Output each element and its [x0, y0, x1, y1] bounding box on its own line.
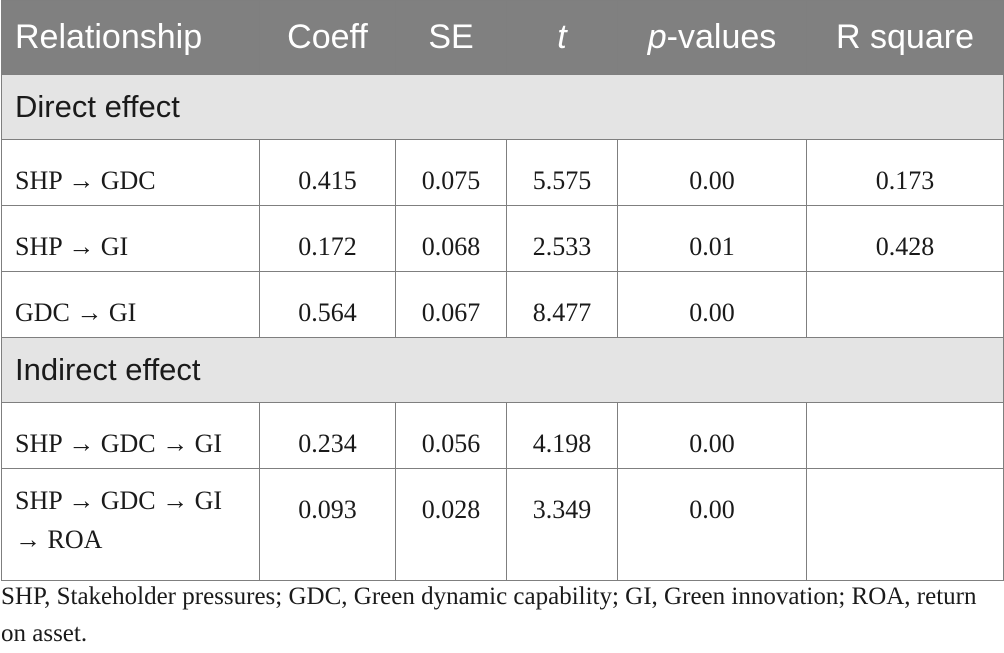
- header-row: Relationship Coeff SE t p-values R squar…: [1, 0, 1004, 75]
- header-p-values: p-values: [617, 0, 807, 75]
- cell-r-square: [806, 402, 1004, 469]
- header-t: t: [506, 0, 618, 75]
- cell-se: 0.067: [395, 271, 507, 338]
- cell-coeff: 0.415: [259, 139, 396, 206]
- cell-se: 0.068: [395, 205, 507, 272]
- cell-p: 0.00: [617, 271, 807, 338]
- header-t-label: t: [557, 18, 567, 56]
- cell-relationship: SHP → GI: [1, 205, 260, 272]
- section-row-indirect: Indirect effect: [1, 337, 1004, 403]
- header-coeff: Coeff: [259, 0, 396, 75]
- header-relationship: Relationship: [1, 0, 260, 75]
- section-title: Indirect effect: [1, 337, 1004, 403]
- cell-coeff: 0.234: [259, 402, 396, 469]
- cell-se: 0.028: [395, 468, 507, 581]
- cell-relationship: SHP → GDC: [1, 139, 260, 206]
- cell-t: 5.575: [506, 139, 618, 206]
- cell-t: 4.198: [506, 402, 618, 469]
- table-row: SHP → GDC → GI → ROA 0.093 0.028 3.349 0.…: [1, 468, 1004, 581]
- cell-p: 0.01: [617, 205, 807, 272]
- header-se: SE: [395, 0, 507, 75]
- cell-t: 3.349: [506, 468, 618, 581]
- cell-t: 2.533: [506, 205, 618, 272]
- cell-p: 0.00: [617, 468, 807, 581]
- table-row: SHP → GDC 0.415 0.075 5.575 0.00 0.173: [1, 139, 1004, 206]
- header-p-rest: -values: [666, 18, 777, 56]
- cell-t: 8.477: [506, 271, 618, 338]
- table-row: SHP → GI 0.172 0.068 2.533 0.01 0.428: [1, 205, 1004, 272]
- cell-relationship-line2: → ROA: [15, 525, 103, 554]
- header-p-italic: p: [647, 18, 667, 56]
- table-row: GDC → GI 0.564 0.067 8.477 0.00: [1, 271, 1004, 338]
- table-row: SHP → GDC → GI 0.234 0.056 4.198 0.00: [1, 402, 1004, 469]
- table-footnote: SHP, Stakeholder pressures; GDC, Green d…: [1, 583, 977, 647]
- cell-se: 0.056: [395, 402, 507, 469]
- header-r-square: R square: [806, 0, 1004, 75]
- cell-p: 0.00: [617, 402, 807, 469]
- section-row-direct: Direct effect: [1, 74, 1004, 140]
- cell-coeff: 0.172: [259, 205, 396, 272]
- results-table: Relationship Coeff SE t p-values R squar…: [1, 0, 1004, 581]
- cell-coeff: 0.093: [259, 468, 396, 581]
- cell-relationship-line1: SHP → GDC → GI: [15, 486, 223, 515]
- cell-r-square: [806, 468, 1004, 581]
- cell-relationship: GDC → GI: [1, 271, 260, 338]
- cell-relationship: SHP → GDC → GI → ROA: [1, 468, 260, 581]
- cell-se: 0.075: [395, 139, 507, 206]
- cell-r-square: [806, 271, 1004, 338]
- cell-coeff: 0.564: [259, 271, 396, 338]
- cell-p: 0.00: [617, 139, 807, 206]
- cell-r-square: 0.173: [806, 139, 1004, 206]
- cell-r-square: 0.428: [806, 205, 1004, 272]
- section-title: Direct effect: [1, 74, 1004, 140]
- cell-relationship: SHP → GDC → GI: [1, 402, 260, 469]
